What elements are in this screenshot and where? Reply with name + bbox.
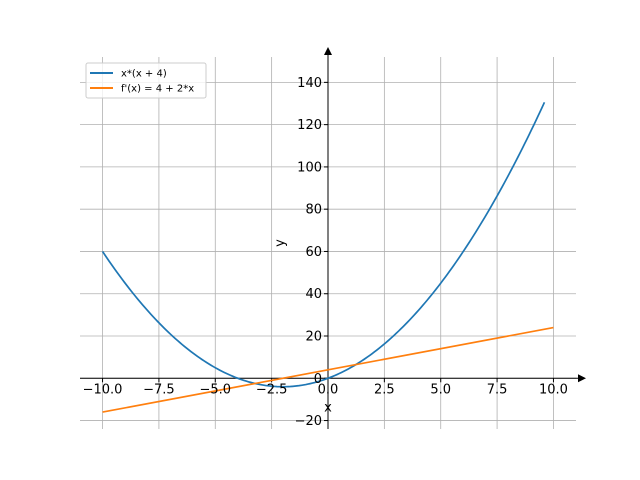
y-tick-label-6: 100 xyxy=(297,160,322,175)
x-tick-label-5: 2.5 xyxy=(374,382,395,397)
series-line-2 xyxy=(102,326,554,413)
axes xyxy=(80,47,586,429)
x-tick-label-2: −5.0 xyxy=(199,382,231,397)
y-tick-label-1: 0 xyxy=(314,372,322,387)
legend: x*(x + 4) f'(x) = 4 + 2*x xyxy=(85,62,207,99)
y-tick-label-7: 120 xyxy=(297,118,322,133)
x-tick-label-4: 0.0 xyxy=(318,382,339,397)
x-tick-label-7: 7.5 xyxy=(487,382,508,397)
tick-labels: −10.0 −7.5 −5.0 −2.5 0.0 2.5 5.0 7.5 10.0 −20 0 20 4… xyxy=(83,76,568,429)
series-line-1 xyxy=(101,101,546,388)
x-tick-label-6: 5.0 xyxy=(430,382,451,397)
x-tick-label-1: −7.5 xyxy=(143,382,175,397)
y-tick-label-0: −20 xyxy=(295,414,322,429)
y-axis-label: y xyxy=(273,239,288,247)
legend-box xyxy=(85,62,207,99)
x-axis-arrow xyxy=(578,374,586,383)
y-tick-label-2: 20 xyxy=(305,330,322,345)
x-tick-label-0: −10.0 xyxy=(83,382,123,397)
y-tick-label-4: 60 xyxy=(305,245,322,260)
y-tick-label-3: 40 xyxy=(305,287,322,302)
x-tick-label-8: 10.0 xyxy=(539,382,568,397)
y-tick-label-8: 140 xyxy=(297,76,322,91)
legend-label-series-2: f'(x) = 4 + 2*x xyxy=(121,84,194,95)
x-axis-label: x xyxy=(324,400,332,415)
legend-label-series-1: x*(x + 4) xyxy=(121,69,167,80)
x-tick-label-3: −2.5 xyxy=(256,382,288,397)
y-axis-arrow xyxy=(324,47,332,55)
y-tick-label-5: 80 xyxy=(305,203,322,218)
series-layer xyxy=(101,101,554,413)
